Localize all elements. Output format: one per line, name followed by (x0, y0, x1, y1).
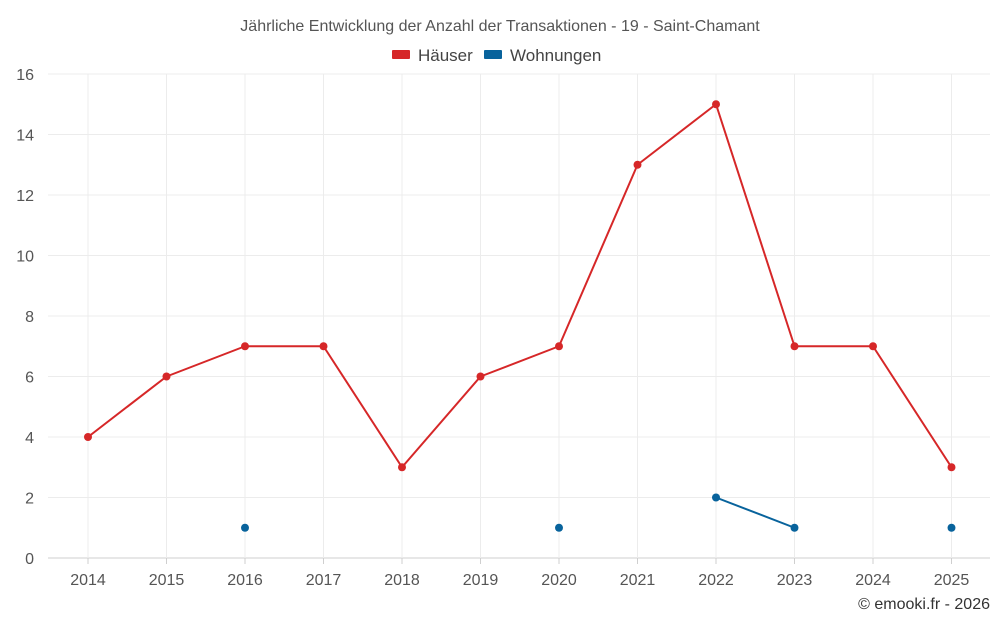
legend: Häuser Wohnungen (392, 46, 601, 65)
series-line-haeuser-2019-2020 (479, 345, 560, 378)
x-tick-label-2023: 2023 (777, 572, 813, 589)
y-tick-label-12: 12 (16, 188, 34, 205)
series-line-haeuser-2017-2018 (322, 345, 403, 469)
series-line-haeuser-2015-2016 (165, 345, 246, 378)
data-point-haeuser-2024[interactable] (869, 342, 877, 351)
y-tick-label-16: 16 (16, 67, 34, 84)
x-tick-label-2018: 2018 (384, 572, 420, 589)
x-tick-label-2019: 2019 (463, 572, 499, 589)
x-tick-label-2014: 2014 (70, 572, 106, 589)
x-tick-label-2015: 2015 (149, 572, 185, 589)
y-tick-label-14: 14 (16, 128, 34, 145)
data-point-haeuser-2019[interactable] (476, 372, 485, 381)
legend-swatch-wohnungen (484, 50, 502, 59)
series-layer (84, 100, 956, 532)
x-tick-label-2017: 2017 (306, 572, 342, 589)
data-point-haeuser-2017[interactable] (319, 342, 328, 351)
legend-swatch-haeuser (392, 50, 410, 59)
series-line-haeuser-2018-2019 (401, 375, 482, 469)
y-tick-label-6: 6 (25, 370, 34, 387)
x-tick-label-2022: 2022 (698, 572, 734, 589)
data-point-haeuser-2018[interactable] (398, 463, 406, 472)
data-point-haeuser-2021[interactable] (633, 160, 642, 169)
axes: 0 2 4 6 8 10 12 14 16 2014 2015 2016 2017 2018 2019 202… (16, 67, 969, 589)
data-point-wohnungen-2020[interactable] (555, 523, 563, 532)
y-tick-label-10: 10 (16, 249, 34, 266)
credit-text: © emooki.fr - 2026 (858, 596, 990, 613)
data-point-wohnungen-2016[interactable] (241, 523, 249, 532)
grid (48, 73, 990, 559)
data-point-haeuser-2022[interactable] (712, 100, 720, 109)
data-point-wohnungen-2025[interactable] (947, 523, 956, 532)
legend-item-haeuser[interactable]: Häuser (392, 46, 473, 65)
x-tick-label-2020: 2020 (541, 572, 577, 589)
x-tick-label-2025: 2025 (934, 572, 970, 589)
y-tick-label-8: 8 (25, 309, 34, 326)
series-line-haeuser-2022-2023 (715, 103, 796, 348)
data-point-haeuser-2020[interactable] (555, 342, 563, 351)
data-point-haeuser-2014[interactable] (84, 433, 92, 441)
data-point-haeuser-2025[interactable] (947, 463, 956, 472)
legend-label-haeuser: Häuser (418, 46, 473, 65)
series-line-haeuser-2020-2021 (558, 163, 639, 348)
chart-title: Jährliche Entwicklung der Anzahl der Tra… (240, 18, 760, 35)
series-line-haeuser-2024-2025 (872, 345, 953, 469)
legend-item-wohnungen[interactable]: Wohnungen (484, 46, 601, 65)
x-tick-label-2016: 2016 (227, 572, 263, 589)
series-line-haeuser-2021-2022 (636, 103, 717, 166)
data-point-wohnungen-2022[interactable] (712, 493, 720, 502)
y-tick-label-0: 0 (25, 551, 34, 568)
x-tick-label-2024: 2024 (855, 572, 891, 589)
y-tick-label-4: 4 (25, 430, 34, 447)
series-line-wohnungen-2022-2023 (715, 496, 796, 529)
y-tick-label-2: 2 (25, 491, 34, 508)
series-line-haeuser-2014-2015 (87, 375, 168, 438)
x-tick-label-2021: 2021 (620, 572, 656, 589)
data-point-haeuser-2023[interactable] (790, 342, 799, 351)
data-point-haeuser-2015[interactable] (162, 372, 171, 381)
data-point-wohnungen-2023[interactable] (790, 523, 799, 532)
data-point-haeuser-2016[interactable] (241, 342, 249, 351)
legend-label-wohnungen: Wohnungen (510, 46, 601, 65)
